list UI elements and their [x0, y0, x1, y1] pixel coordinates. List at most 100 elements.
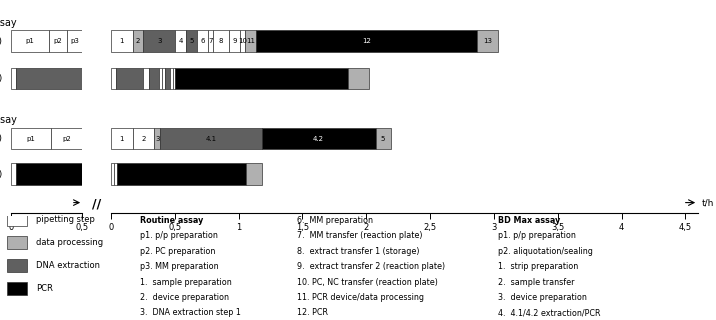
Bar — [175, 68, 347, 89]
Bar — [175, 30, 186, 52]
Text: 3.  DNA extraction step 1: 3. DNA extraction step 1 — [140, 308, 241, 317]
Text: 10. PC, NC transfer (reaction plate): 10. PC, NC transfer (reaction plate) — [297, 277, 438, 287]
Bar — [7, 282, 27, 295]
Text: pipetting step: pipetting step — [36, 215, 95, 224]
Text: p1: p1 — [26, 136, 35, 141]
Bar — [375, 128, 391, 149]
Text: 10: 10 — [238, 38, 247, 44]
Bar — [162, 68, 165, 89]
Text: Routine assay: Routine assay — [0, 18, 16, 28]
Text: DNA extraction: DNA extraction — [36, 261, 100, 270]
Bar — [111, 68, 117, 89]
Text: 11. PCR device/data processing: 11. PCR device/data processing — [297, 293, 424, 302]
Text: 2.  sample transfer: 2. sample transfer — [498, 277, 574, 287]
Bar — [115, 164, 117, 185]
Bar — [165, 68, 170, 89]
Bar — [143, 30, 175, 52]
Bar — [160, 128, 261, 149]
Text: p1. p/p preparation: p1. p/p preparation — [140, 231, 218, 240]
Text: 12: 12 — [362, 38, 371, 44]
Bar — [256, 30, 477, 52]
Text: BD Max assay: BD Max assay — [0, 115, 16, 125]
Text: a): a) — [0, 37, 2, 46]
Text: 7: 7 — [208, 38, 213, 44]
Text: 6.  MM preparation: 6. MM preparation — [297, 216, 373, 225]
Bar — [197, 30, 208, 52]
Text: b): b) — [0, 170, 2, 179]
Text: Routine assay: Routine assay — [140, 216, 203, 225]
Text: PCR: PCR — [36, 284, 53, 293]
Text: p2: p2 — [62, 136, 71, 141]
Text: p2. aliquotation/sealing: p2. aliquotation/sealing — [498, 247, 593, 256]
Bar — [11, 68, 16, 89]
Bar — [111, 30, 132, 52]
Text: 3: 3 — [157, 38, 162, 44]
Bar — [186, 30, 197, 52]
Bar — [11, 128, 51, 149]
Bar — [111, 128, 132, 149]
Text: 4: 4 — [179, 38, 183, 44]
Text: p1: p1 — [26, 38, 34, 44]
Text: 2: 2 — [141, 136, 145, 141]
Text: 12. PCR: 12. PCR — [297, 308, 328, 317]
Text: 13: 13 — [483, 38, 492, 44]
Text: BD Max assay: BD Max assay — [498, 216, 560, 225]
Bar — [261, 128, 375, 149]
Text: 2: 2 — [136, 38, 140, 44]
Bar — [117, 68, 143, 89]
Bar — [132, 128, 154, 149]
Text: 4.1: 4.1 — [205, 136, 216, 141]
Bar — [170, 68, 173, 89]
Text: 9: 9 — [233, 38, 237, 44]
Text: 5: 5 — [190, 38, 194, 44]
Text: 5: 5 — [381, 136, 385, 141]
Text: p2: p2 — [54, 38, 62, 44]
Text: 6: 6 — [200, 38, 205, 44]
Bar — [11, 164, 16, 185]
Text: t/h: t/h — [702, 198, 715, 207]
Text: 11: 11 — [246, 38, 256, 44]
Bar — [132, 30, 143, 52]
Text: 3: 3 — [155, 136, 160, 141]
Bar — [240, 30, 246, 52]
Text: 1: 1 — [120, 38, 124, 44]
Text: //: // — [92, 198, 101, 211]
Text: 3.  device preparation: 3. device preparation — [498, 293, 586, 302]
Text: p1. p/p preparation: p1. p/p preparation — [498, 231, 576, 240]
Text: 1.  strip preparation: 1. strip preparation — [498, 262, 578, 271]
Text: b): b) — [0, 74, 2, 83]
Bar — [111, 164, 115, 185]
Bar — [67, 30, 82, 52]
Text: 1.  sample preparation: 1. sample preparation — [140, 277, 231, 287]
Text: p2. PC preparation: p2. PC preparation — [140, 247, 215, 256]
Bar — [347, 68, 369, 89]
Text: p3: p3 — [70, 38, 79, 44]
Bar — [7, 259, 27, 272]
Text: 4.2: 4.2 — [313, 136, 324, 141]
Bar — [16, 68, 82, 89]
Bar — [208, 30, 213, 52]
Bar — [246, 30, 256, 52]
Bar — [7, 213, 27, 227]
Bar — [117, 164, 246, 185]
Bar — [173, 68, 175, 89]
Bar — [213, 30, 229, 52]
Text: p3. MM preparation: p3. MM preparation — [140, 262, 218, 271]
Bar — [11, 30, 49, 52]
Text: 4.  4.1/4.2 extraction/PCR: 4. 4.1/4.2 extraction/PCR — [498, 308, 600, 317]
Text: 8.  extract transfer 1 (storage): 8. extract transfer 1 (storage) — [297, 247, 420, 256]
Bar — [149, 68, 160, 89]
Text: 7.  MM transfer (reaction plate): 7. MM transfer (reaction plate) — [297, 231, 422, 240]
Text: 2.  device preparation: 2. device preparation — [140, 293, 228, 302]
Bar — [7, 236, 27, 249]
Bar — [154, 128, 160, 149]
Bar — [16, 164, 82, 185]
Bar — [246, 164, 261, 185]
Bar — [229, 30, 240, 52]
Text: a): a) — [0, 134, 2, 143]
Text: data processing: data processing — [36, 238, 103, 247]
Bar — [143, 68, 149, 89]
Text: 1: 1 — [120, 136, 124, 141]
Bar — [477, 30, 498, 52]
Bar — [51, 128, 82, 149]
